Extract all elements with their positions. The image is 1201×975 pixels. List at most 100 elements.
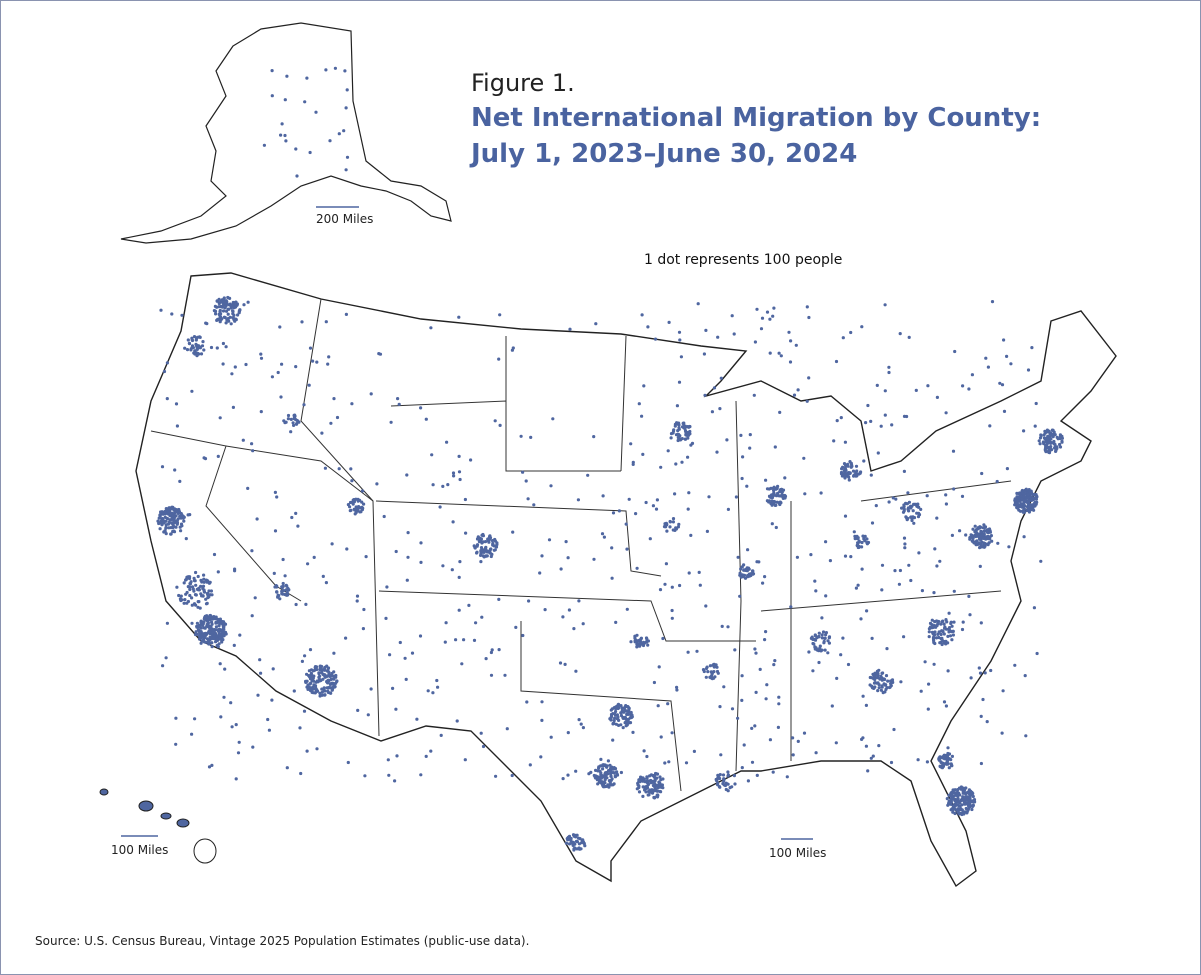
dot: [182, 601, 186, 605]
dot: [294, 147, 298, 151]
dot: [864, 703, 869, 708]
dot: [641, 452, 645, 456]
source: Source: U.S. Census Bureau, Vintage 2025…: [35, 934, 530, 948]
dot: [783, 476, 787, 480]
dot: [183, 598, 187, 602]
dot: [615, 773, 620, 777]
dot: [187, 342, 192, 346]
dot: [969, 676, 973, 680]
dot: [862, 537, 866, 541]
dot: [290, 515, 294, 520]
dot: [311, 669, 316, 673]
dot: [283, 98, 287, 102]
dot: [330, 542, 334, 546]
dot: [310, 674, 314, 679]
dot: [990, 539, 994, 543]
dot: [398, 640, 402, 645]
dot: [635, 566, 639, 570]
dot: [179, 594, 183, 598]
dot: [156, 519, 160, 523]
dot: [1034, 502, 1038, 506]
dot: [680, 425, 685, 429]
dot: [716, 335, 720, 339]
dot: [216, 645, 220, 649]
dot: [643, 780, 648, 784]
dot: [610, 546, 614, 550]
dot: [807, 650, 811, 654]
dot: [1056, 437, 1060, 441]
dot: [887, 370, 891, 375]
dot: [666, 449, 670, 453]
dot: [652, 788, 656, 793]
dot: [184, 537, 188, 541]
dot: [751, 569, 755, 573]
dot: [317, 672, 321, 676]
dot: [158, 513, 162, 517]
dot: [199, 592, 203, 596]
dot: [647, 779, 651, 783]
dot: [595, 778, 600, 782]
dot: [592, 773, 596, 778]
dot: [990, 300, 995, 304]
dot: [345, 155, 350, 159]
dot: [270, 375, 274, 379]
dot: [1023, 674, 1027, 678]
dot: [629, 715, 634, 720]
dot: [996, 541, 1000, 545]
conus-outline: [135, 272, 1117, 888]
dot: [230, 725, 234, 729]
dot: [487, 550, 491, 554]
dot: [311, 691, 316, 695]
dot: [671, 520, 676, 524]
dot: [709, 670, 713, 674]
dot: [620, 706, 624, 710]
dot: [939, 760, 943, 765]
dot: [232, 302, 236, 306]
dot: [822, 641, 826, 645]
dot: [844, 472, 848, 476]
dot: [160, 465, 165, 469]
dot: [876, 451, 880, 455]
dot: [741, 455, 745, 459]
dot: [950, 754, 955, 759]
dot: [859, 470, 863, 474]
dot: [313, 684, 318, 688]
dot: [525, 700, 529, 704]
dot: [441, 484, 445, 488]
dot: [345, 547, 349, 551]
dot: [796, 739, 800, 744]
dot: [719, 753, 723, 757]
dot: [210, 641, 214, 645]
dot: [1051, 432, 1056, 437]
dot: [505, 727, 509, 731]
dot: [491, 541, 495, 546]
dot: [450, 568, 454, 572]
dot: [843, 514, 848, 518]
dot: [870, 521, 875, 525]
dot: [529, 435, 533, 439]
dot: [667, 320, 671, 324]
dot: [194, 583, 198, 587]
dot: [978, 537, 982, 541]
dot: [807, 376, 811, 380]
dot: [740, 674, 744, 678]
dot: [629, 640, 633, 644]
dot: [1035, 651, 1039, 656]
dot: [1055, 445, 1059, 450]
dot: [213, 304, 217, 308]
dot: [1058, 442, 1062, 447]
dot: [559, 567, 563, 571]
dot: [327, 670, 331, 675]
dot-note: 1 dot represents 100 people: [644, 252, 843, 268]
dot: [202, 626, 206, 630]
dot: [704, 328, 708, 332]
dot: [848, 471, 852, 475]
dot: [965, 795, 969, 799]
dot: [323, 675, 327, 679]
dot: [419, 773, 423, 777]
dot: [609, 774, 613, 778]
dot: [221, 305, 225, 309]
dot: [794, 343, 798, 347]
dot: [1007, 545, 1011, 549]
dot: [196, 574, 200, 579]
